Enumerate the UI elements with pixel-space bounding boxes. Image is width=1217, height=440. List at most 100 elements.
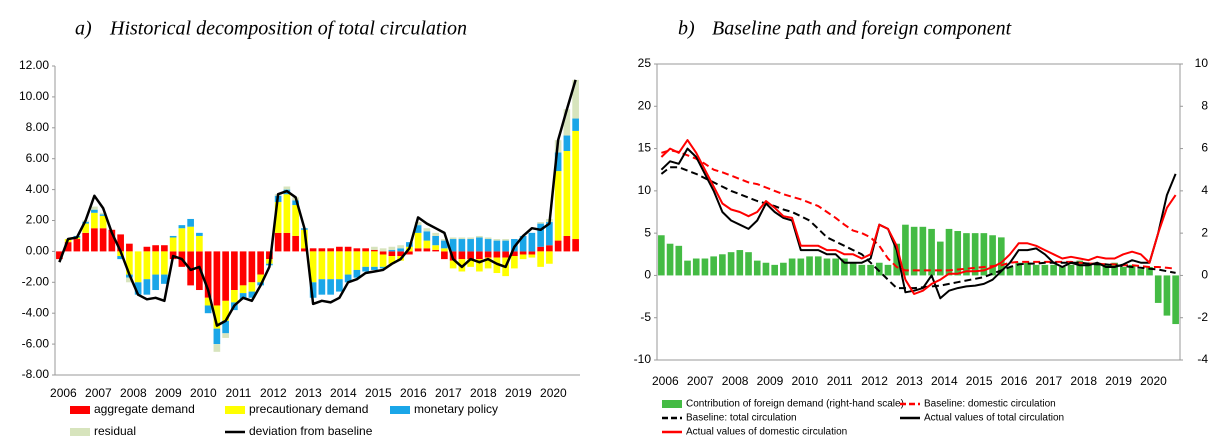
bar: [1076, 260, 1084, 276]
bar: [82, 223, 89, 233]
bar: [736, 250, 744, 276]
bar: [841, 258, 848, 276]
bar: [126, 277, 133, 283]
bar: [169, 235, 177, 238]
bar: [248, 282, 256, 292]
bar: [701, 258, 709, 276]
x-tick-label: 2012: [260, 386, 287, 400]
x-tick-label: 2008: [120, 386, 147, 400]
bar: [91, 212, 98, 229]
y-tick-label: -10: [634, 352, 652, 366]
legend-label: monetary policy: [414, 402, 498, 416]
bar: [919, 226, 927, 276]
bar: [449, 239, 457, 252]
bar: [511, 256, 518, 269]
bar: [554, 240, 562, 252]
x-tick-label: 2014: [931, 374, 958, 388]
y-tick-label: 0.00: [26, 244, 50, 258]
y-tick-label: 2.00: [26, 213, 50, 227]
bar: [318, 279, 326, 295]
y-tick-label: 4.00: [26, 182, 50, 196]
bar: [467, 237, 474, 240]
bar: [301, 248, 308, 252]
bar: [257, 251, 264, 275]
bar: [875, 262, 883, 276]
bar: [152, 251, 159, 275]
bar: [257, 274, 264, 283]
bar: [309, 248, 317, 252]
bar: [806, 256, 813, 276]
bar: [441, 239, 448, 241]
y-tick-label: 5: [644, 225, 651, 239]
bar: [239, 293, 247, 300]
bar: [414, 248, 422, 252]
bar: [283, 194, 291, 233]
y-tick-label: -2.00: [22, 274, 50, 288]
bar: [379, 254, 387, 267]
x-tick-label: 2008: [722, 374, 749, 388]
line-series: [660, 166, 1176, 290]
plot-frame: [656, 63, 1181, 361]
bar: [231, 251, 238, 291]
bar: [502, 240, 509, 252]
bar: [99, 212, 107, 215]
y2-tick-label: 6: [1201, 141, 1208, 155]
x-tick-label: 2020: [540, 386, 567, 400]
legend-swatch: [662, 400, 682, 408]
bar: [546, 222, 553, 246]
bar: [1102, 264, 1110, 276]
bar: [344, 251, 352, 275]
bar: [362, 251, 369, 267]
bar: [301, 229, 308, 249]
y2-tick-label: 0: [1201, 268, 1208, 282]
line-series: [660, 139, 1177, 295]
bar: [1024, 262, 1031, 276]
bar: [537, 222, 544, 224]
bar: [1154, 275, 1162, 303]
bar: [362, 248, 369, 252]
legend-label: Baseline: total circulation: [686, 413, 797, 424]
bar: [379, 248, 387, 252]
bar: [292, 205, 299, 236]
bar: [484, 257, 492, 269]
bar: [388, 249, 396, 252]
bar: [406, 251, 413, 255]
bar: [484, 251, 492, 258]
chart-title: Baseline path and foreign component: [712, 18, 1012, 40]
bar: [283, 232, 291, 252]
bar: [379, 251, 387, 255]
chart-title: Historical decomposition of total circul…: [109, 18, 467, 40]
x-tick-label: 2016: [1001, 374, 1028, 388]
bar: [502, 251, 509, 258]
bar: [161, 274, 168, 284]
bar: [719, 254, 726, 276]
bar: [1032, 264, 1040, 276]
bar: [1050, 264, 1057, 276]
x-tick-label: 2011: [827, 374, 853, 388]
bar: [239, 285, 247, 294]
bar: [1163, 275, 1171, 316]
bar: [99, 214, 107, 216]
bar: [178, 228, 186, 252]
bar: [1006, 266, 1014, 276]
legend-label: Actual values of domestic circulation: [686, 427, 847, 438]
bar: [692, 258, 700, 276]
bar: [1015, 262, 1023, 276]
y-tick-label: 10.00: [19, 89, 49, 103]
bar: [823, 258, 831, 276]
bar: [91, 209, 98, 213]
legend-swatch: [70, 406, 90, 414]
bar: [528, 232, 536, 252]
bar: [423, 228, 431, 232]
bar: [449, 237, 457, 240]
bar: [388, 246, 396, 250]
bar: [231, 290, 238, 303]
x-tick-label: 2009: [155, 386, 182, 400]
bar: [753, 260, 761, 276]
legend-label: residual: [94, 424, 136, 438]
bar: [196, 235, 203, 252]
bar: [511, 251, 518, 257]
bar: [563, 235, 571, 252]
legend-label: aggregate demand: [94, 402, 195, 416]
legend-swatch: [70, 428, 90, 436]
